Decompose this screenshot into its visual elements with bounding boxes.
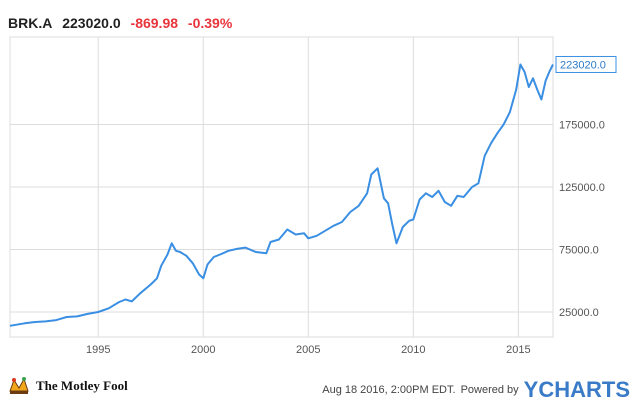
y-tick-label: 125000.0 [559, 182, 605, 194]
last-price: 223020.0 [62, 15, 121, 31]
x-tick-label: 1995 [86, 344, 110, 356]
chart-footer: The Motley Fool Aug 18 2016, 2:00PM EDT.… [0, 373, 640, 408]
price-change: -869.98 [130, 15, 179, 31]
jester-hat-icon [8, 375, 30, 397]
y-tick-label: 175000.0 [559, 120, 605, 132]
x-tick-label: 2010 [401, 344, 425, 356]
y-tick-label: 25000.0 [559, 307, 599, 319]
brand-name: The Motley Fool [36, 378, 128, 393]
last-value-label: 223020.0 [560, 59, 606, 71]
ycharts-logo[interactable]: YCHARTS [523, 377, 630, 402]
data-credit: Aug 18 2016, 2:00PM EDT. Powered by YCHA… [322, 377, 630, 403]
x-tick-label: 2005 [296, 344, 320, 356]
x-tick-label: 2015 [506, 344, 530, 356]
y-tick-label: 75000.0 [559, 245, 599, 257]
quote-header: BRK.A 223020.0 -869.98 -0.39% [8, 15, 238, 31]
brand-logo: The Motley Fool [8, 375, 128, 397]
price-change-percent: -0.39% [187, 15, 233, 31]
data-timestamp: Aug 18 2016, 2:00PM EDT. [322, 384, 456, 396]
price-series-line [9, 63, 554, 327]
x-tick-label: 2000 [191, 344, 215, 356]
powered-by-label: Powered by [460, 384, 519, 396]
ticker-symbol: BRK.A [8, 15, 53, 31]
last-value-box [555, 55, 617, 73]
